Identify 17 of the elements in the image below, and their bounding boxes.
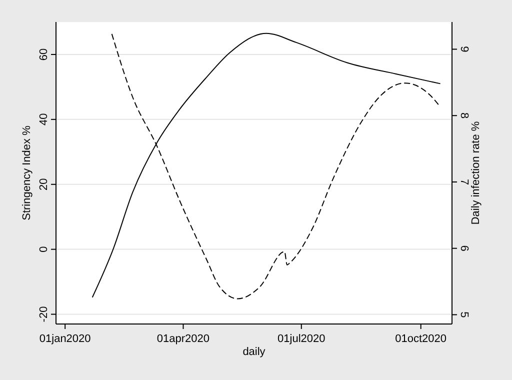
x-tick-label: 01jan2020	[39, 333, 91, 345]
y-tick-label: 20	[38, 178, 50, 190]
y2-tick-label: 6	[458, 245, 470, 252]
x-axis-title: daily	[242, 346, 266, 358]
y-axis-title: Stringency Index %	[21, 125, 33, 220]
y2-tick-label: 9	[458, 46, 470, 52]
y2-tick-label: 5	[458, 312, 470, 318]
y2-tick-label: 8	[458, 112, 470, 119]
x-tick-label: 01apr2020	[156, 333, 210, 345]
y-tick-label: 0	[38, 246, 50, 252]
y-tick-label: 40	[38, 113, 50, 126]
x-tick-label: 01oct2020	[395, 333, 447, 345]
y2-axis-title: Daily infection rate %	[470, 121, 482, 225]
x-tick-label: 01jul2020	[278, 333, 326, 345]
y-tick-label: -20	[38, 306, 50, 322]
y2-tick-label: 7	[458, 178, 470, 186]
y-tick-label: 60	[38, 48, 50, 61]
